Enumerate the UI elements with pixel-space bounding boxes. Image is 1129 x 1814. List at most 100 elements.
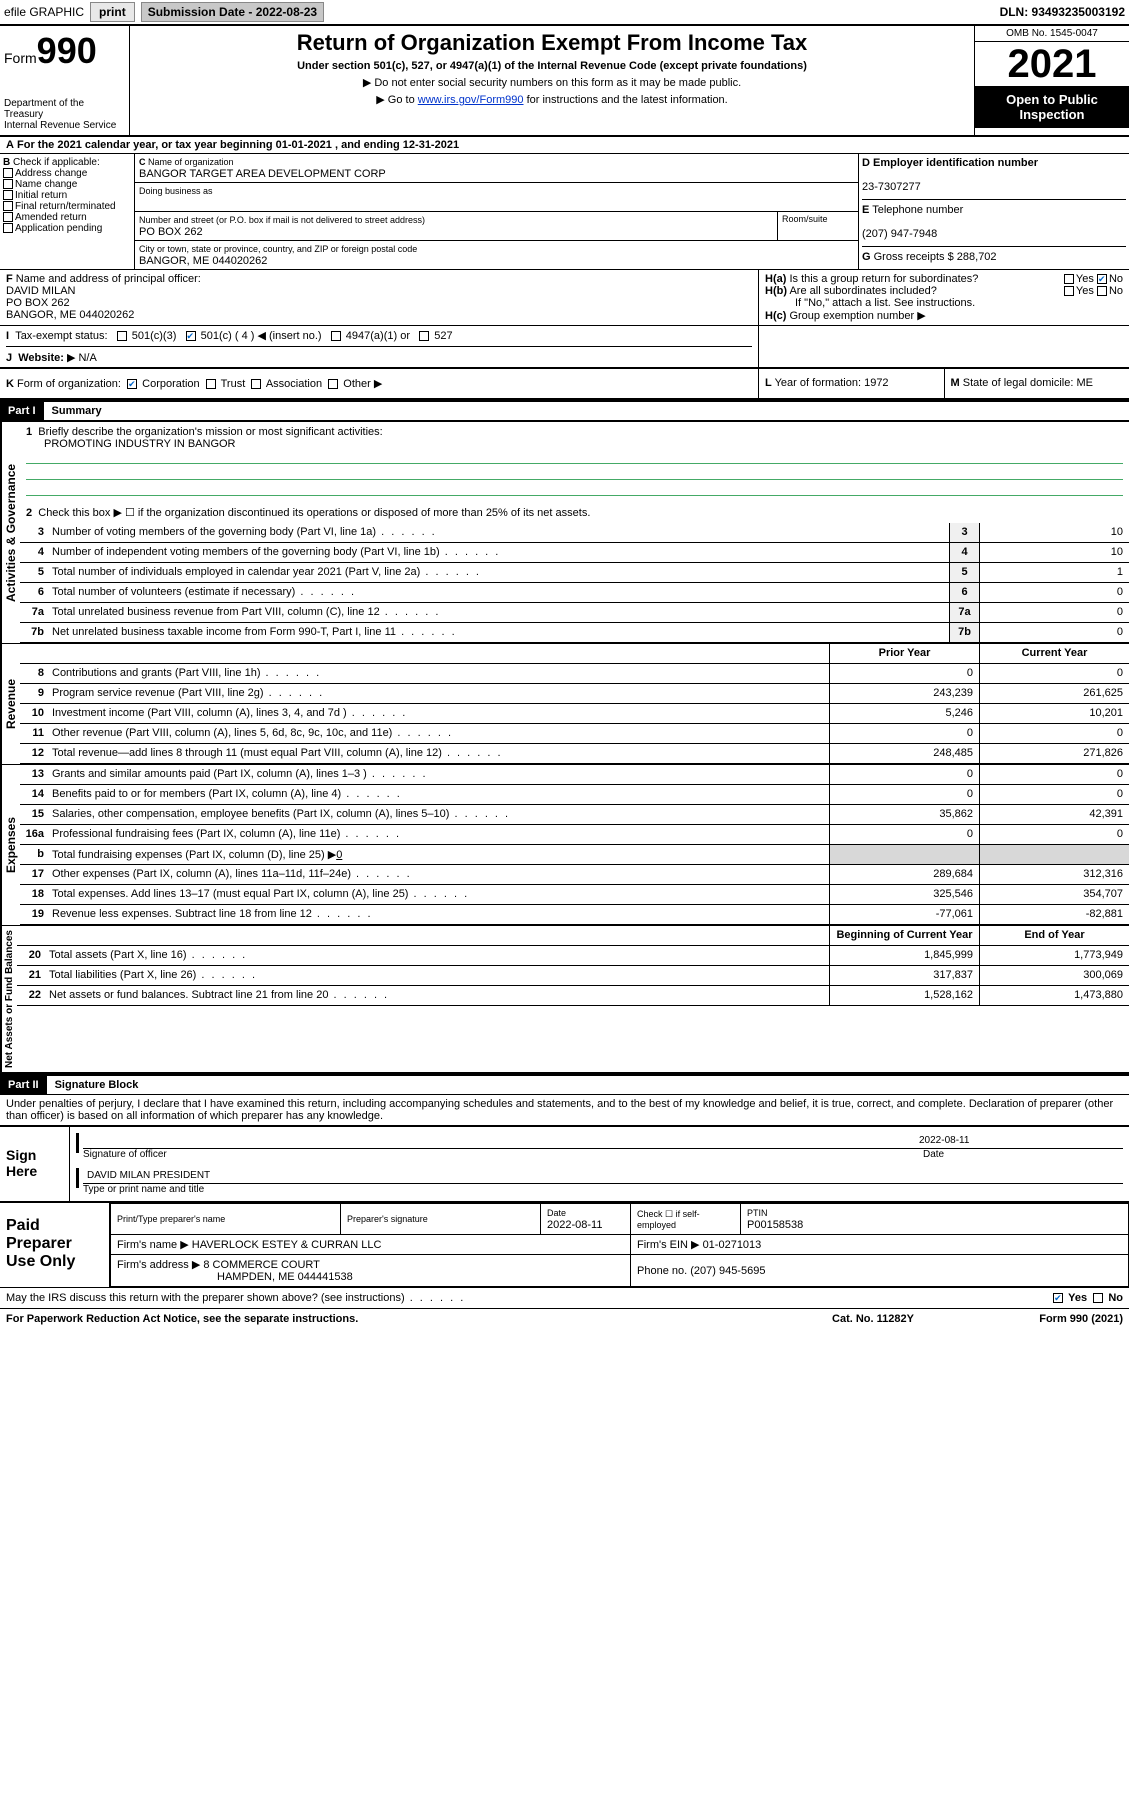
arrow-icon	[76, 1133, 79, 1153]
page-footer: For Paperwork Reduction Act Notice, see …	[0, 1308, 1129, 1329]
efile-label: efile GRAPHIC	[4, 5, 84, 19]
part2-hdr: Part II	[0, 1076, 47, 1094]
dept-label: Department of the Treasury Internal Reve…	[4, 98, 125, 131]
paid-preparer-block: Paid Preparer Use Only Print/Type prepar…	[0, 1201, 1129, 1287]
sec-netassets: Net Assets or Fund Balances Beginning of…	[0, 925, 1129, 1074]
part2-bar: Part II Signature Block	[0, 1074, 1129, 1095]
summary-row: 22Net assets or fund balances. Subtract …	[17, 986, 1129, 1006]
print-button[interactable]: print	[90, 2, 135, 22]
form-word: Form	[4, 50, 37, 66]
submission-date: Submission Date - 2022-08-23	[141, 2, 324, 22]
part1-bar: Part I Summary	[0, 400, 1129, 421]
header-mid: Return of Organization Exempt From Incom…	[130, 26, 974, 135]
chk-discuss-yes[interactable]	[1053, 1293, 1063, 1303]
part1-hdr: Part I	[0, 402, 44, 420]
irs-link[interactable]: www.irs.gov/Form990	[418, 94, 524, 106]
side-activities: Activities & Governance	[0, 422, 20, 643]
chk-trust[interactable]	[206, 379, 216, 389]
header-left: Form990 Department of the Treasury Inter…	[0, 26, 130, 135]
row-16b: b Total fundraising expenses (Part IX, c…	[20, 845, 1129, 865]
chk-other[interactable]	[328, 379, 338, 389]
part1-title: Summary	[44, 402, 110, 420]
summary-row: 11Other revenue (Part VIII, column (A), …	[20, 724, 1129, 744]
chk-final[interactable]	[3, 201, 13, 211]
chk-assoc[interactable]	[251, 379, 261, 389]
org-name-box: C Name of organization BANGOR TARGET ARE…	[135, 154, 858, 183]
col-b: B Check if applicable: Address change Na…	[0, 154, 135, 269]
omb-number: OMB No. 1545-0047	[975, 26, 1129, 42]
declaration: Under penalties of perjury, I declare th…	[0, 1095, 1129, 1125]
chk-pending[interactable]	[3, 223, 13, 233]
dln: DLN: 93493235003192	[1000, 5, 1125, 19]
summary-row: 7bNet unrelated business taxable income …	[20, 623, 1129, 643]
summary-row: 14Benefits paid to or for members (Part …	[20, 785, 1129, 805]
chk-amended[interactable]	[3, 212, 13, 222]
dba-box: Doing business as	[135, 183, 858, 212]
suite-box: Room/suite	[778, 212, 858, 240]
org-name: BANGOR TARGET AREA DEVELOPMENT CORP	[139, 168, 386, 180]
summary-row: 8Contributions and grants (Part VIII, li…	[20, 664, 1129, 684]
gross-receipts: 288,702	[957, 251, 997, 263]
part2-title: Signature Block	[47, 1076, 147, 1094]
summary-row: 13Grants and similar amounts paid (Part …	[20, 765, 1129, 785]
open-inspection: Open to Public Inspection	[975, 86, 1129, 128]
summary-row: 12Total revenue—add lines 8 through 11 (…	[20, 744, 1129, 764]
block-fh: F Name and address of principal officer:…	[0, 270, 1129, 326]
form-subtitle: Under section 501(c), 527, or 4947(a)(1)…	[134, 60, 970, 72]
chk-initial[interactable]	[3, 190, 13, 200]
summary-row: 7aTotal unrelated business revenue from …	[20, 603, 1129, 623]
firm-name: HAVERLOCK ESTEY & CURRAN LLC	[192, 1239, 382, 1251]
summary-row: 21Total liabilities (Part X, line 26)317…	[17, 966, 1129, 986]
block-bcd: B Check if applicable: Address change Na…	[0, 154, 1129, 270]
chk-ha-yes[interactable]	[1064, 274, 1074, 284]
discuss-row: May the IRS discuss this return with the…	[0, 1287, 1129, 1308]
summary-row: 20Total assets (Part X, line 16)1,845,99…	[17, 946, 1129, 966]
col-c: C Name of organization BANGOR TARGET ARE…	[135, 154, 859, 269]
chk-527[interactable]	[419, 331, 429, 341]
sec-activities: Activities & Governance 1 Briefly descri…	[0, 421, 1129, 643]
chk-address[interactable]	[3, 168, 13, 178]
chk-corp[interactable]	[127, 379, 137, 389]
sign-block: Sign Here 2022-08-11 Signature of office…	[0, 1125, 1129, 1201]
col-d: D Employer identification number 23-7307…	[859, 154, 1129, 269]
officer-name: DAVID MILAN PRESIDENT	[83, 1168, 1123, 1184]
side-expenses: Expenses	[0, 765, 20, 925]
top-bar: efile GRAPHIC print Submission Date - 20…	[0, 0, 1129, 24]
sign-here-label: Sign Here	[0, 1127, 70, 1201]
side-revenue: Revenue	[0, 644, 20, 764]
chk-ha-no[interactable]	[1097, 274, 1107, 284]
chk-hb-yes[interactable]	[1064, 286, 1074, 296]
block-ij: I Tax-exempt status: 501(c)(3) 501(c) ( …	[0, 326, 1129, 368]
summary-row: 19Revenue less expenses. Subtract line 1…	[20, 905, 1129, 925]
phone: (207) 947-7948	[862, 228, 937, 240]
summary-row: 6Total number of volunteers (estimate if…	[20, 583, 1129, 603]
net-hdr: Beginning of Current Year End of Year	[17, 926, 1129, 946]
form-number: 990	[37, 30, 97, 71]
form-header: Form990 Department of the Treasury Inter…	[0, 24, 1129, 137]
summary-row: 15Salaries, other compensation, employee…	[20, 805, 1129, 825]
street-box: Number and street (or P.O. box if mail i…	[135, 212, 778, 240]
summary-row: 4Number of independent voting members of…	[20, 543, 1129, 563]
side-netassets: Net Assets or Fund Balances	[0, 926, 17, 1072]
tax-period: A For the 2021 calendar year, or tax yea…	[0, 137, 1129, 154]
summary-row: 18Total expenses. Add lines 13–17 (must …	[20, 885, 1129, 905]
chk-hb-no[interactable]	[1097, 286, 1107, 296]
sec-revenue: Revenue Prior Year Current Year 8Contrib…	[0, 643, 1129, 764]
officer-box: F Name and address of principal officer:…	[0, 270, 759, 325]
summary-row: 17Other expenses (Part IX, column (A), l…	[20, 865, 1129, 885]
website: N/A	[78, 352, 96, 364]
arrow-icon	[76, 1168, 79, 1188]
summary-row: 9Program service revenue (Part VIII, lin…	[20, 684, 1129, 704]
chk-4947[interactable]	[331, 331, 341, 341]
note-ssn: ▶ Do not enter social security numbers o…	[134, 76, 970, 89]
form-title: Return of Organization Exempt From Incom…	[134, 30, 970, 56]
chk-name[interactable]	[3, 179, 13, 189]
summary-row: 10Investment income (Part VIII, column (…	[20, 704, 1129, 724]
chk-discuss-no[interactable]	[1093, 1293, 1103, 1303]
chk-501c3[interactable]	[117, 331, 127, 341]
chk-501c[interactable]	[186, 331, 196, 341]
ein: 23-7307277	[862, 181, 921, 193]
note-link: ▶ Go to www.irs.gov/Form990 for instruct…	[134, 93, 970, 106]
city-box: City or town, state or province, country…	[135, 241, 858, 269]
summary-row: 5Total number of individuals employed in…	[20, 563, 1129, 583]
